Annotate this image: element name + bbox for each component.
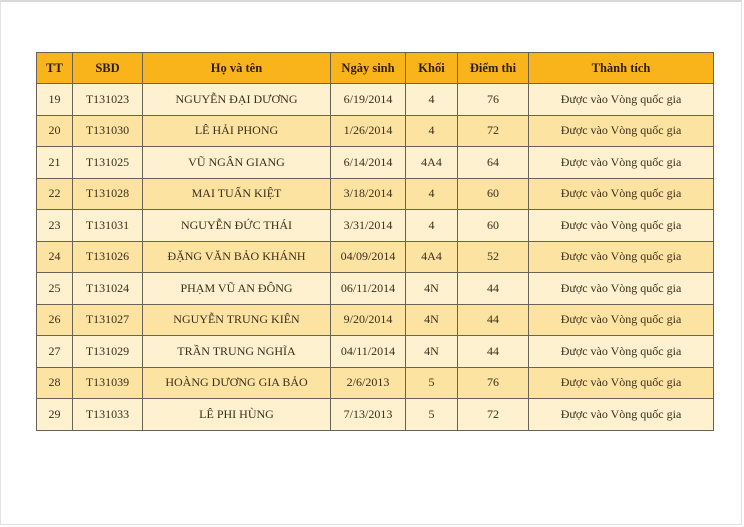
cell-grade: 4N bbox=[405, 335, 458, 368]
cell-achievement: Được vào Vòng quốc gia bbox=[528, 303, 714, 336]
table-row: 21 T131025 VŨ NGÂN GIANG 6/14/2014 4A4 64 Được… bbox=[36, 146, 714, 179]
cell-grade: 4N bbox=[405, 303, 458, 336]
cell-achievement: Được vào Vòng quốc gia bbox=[528, 240, 714, 273]
header-dob: Ngày sinh bbox=[330, 52, 406, 84]
table-row: 26 T131027 NGUYỄN TRUNG KIÊN 9/20/2014 4N 44 Đ… bbox=[36, 303, 714, 336]
table-row: 20 T131030 LÊ HẢI PHONG 1/26/2014 4 72 Được và… bbox=[36, 114, 714, 147]
cell-dob: 9/20/2014 bbox=[330, 303, 406, 336]
header-tt: TT bbox=[36, 52, 73, 84]
cell-achievement: Được vào Vòng quốc gia bbox=[528, 177, 714, 210]
cell-grade: 4A4 bbox=[405, 146, 458, 179]
table-row: 25 T131024 PHẠM VŨ AN ĐÔNG 06/11/2014 4N 44 Đư… bbox=[36, 272, 714, 305]
table-row: 22 T131028 MAI TUẤN KIỆT 3/18/2014 4 60 Được v… bbox=[36, 177, 714, 210]
cell-sbd: T131028 bbox=[72, 177, 143, 210]
cell-achievement: Được vào Vòng quốc gia bbox=[528, 366, 714, 399]
cell-score: 76 bbox=[457, 366, 529, 399]
header-score: Điểm thi bbox=[457, 52, 529, 84]
cell-grade: 4 bbox=[405, 209, 458, 242]
cell-sbd: T131029 bbox=[72, 335, 143, 368]
cell-dob: 3/18/2014 bbox=[330, 177, 406, 210]
table-row: 29 T131033 LÊ PHI HÙNG 7/13/2013 5 72 Được vào… bbox=[36, 398, 714, 431]
cell-tt: 21 bbox=[36, 146, 73, 179]
table-row: 28 T131039 HOÀNG DƯƠNG GIA BẢO 2/6/2013 5 76 Đ… bbox=[36, 366, 714, 399]
cell-sbd: T131023 bbox=[72, 83, 143, 116]
header-name: Họ và tên bbox=[142, 52, 331, 84]
cell-name: NGUYỄN TRUNG KIÊN bbox=[142, 303, 331, 336]
cell-dob: 04/09/2014 bbox=[330, 240, 406, 273]
cell-grade: 5 bbox=[405, 398, 458, 431]
cell-tt: 20 bbox=[36, 114, 73, 147]
cell-sbd: T131025 bbox=[72, 146, 143, 179]
cell-tt: 29 bbox=[36, 398, 73, 431]
header-sbd: SBD bbox=[72, 52, 143, 84]
results-table: TT SBD Họ và tên Ngày sinh Khối Điểm thi… bbox=[36, 52, 714, 431]
cell-tt: 27 bbox=[36, 335, 73, 368]
cell-name: LÊ HẢI PHONG bbox=[142, 114, 331, 147]
cell-sbd: T131030 bbox=[72, 114, 143, 147]
cell-name: PHẠM VŨ AN ĐÔNG bbox=[142, 272, 331, 305]
cell-score: 60 bbox=[457, 209, 529, 242]
cell-name: LÊ PHI HÙNG bbox=[142, 398, 331, 431]
cell-score: 72 bbox=[457, 398, 529, 431]
cell-sbd: T131026 bbox=[72, 240, 143, 273]
cell-score: 44 bbox=[457, 303, 529, 336]
cell-dob: 6/19/2014 bbox=[330, 83, 406, 116]
cell-tt: 22 bbox=[36, 177, 73, 210]
cell-achievement: Được vào Vòng quốc gia bbox=[528, 398, 714, 431]
cell-sbd: T131031 bbox=[72, 209, 143, 242]
cell-tt: 24 bbox=[36, 240, 73, 273]
cell-score: 44 bbox=[457, 335, 529, 368]
cell-dob: 7/13/2013 bbox=[330, 398, 406, 431]
cell-tt: 25 bbox=[36, 272, 73, 305]
cell-name: ĐẶNG VĂN BẢO KHÁNH bbox=[142, 240, 331, 273]
cell-grade: 4 bbox=[405, 114, 458, 147]
cell-achievement: Được vào Vòng quốc gia bbox=[528, 335, 714, 368]
cell-grade: 4A4 bbox=[405, 240, 458, 273]
cell-sbd: T131033 bbox=[72, 398, 143, 431]
cell-dob: 04/11/2014 bbox=[330, 335, 406, 368]
header-grade: Khối bbox=[405, 52, 458, 84]
cell-achievement: Được vào Vòng quốc gia bbox=[528, 83, 714, 116]
cell-tt: 23 bbox=[36, 209, 73, 242]
cell-score: 44 bbox=[457, 272, 529, 305]
table-row: 19 T131023 NGUYỄN ĐẠI DƯƠNG 6/19/2014 4 76 Đượ… bbox=[36, 83, 714, 116]
cell-achievement: Được vào Vòng quốc gia bbox=[528, 114, 714, 147]
cell-score: 64 bbox=[457, 146, 529, 179]
cell-dob: 3/31/2014 bbox=[330, 209, 406, 242]
cell-name: MAI TUẤN KIỆT bbox=[142, 177, 331, 210]
table-row: 27 T131029 TRẦN TRUNG NGHĨA 04/11/2014 4N 44 Đ… bbox=[36, 335, 714, 368]
cell-tt: 28 bbox=[36, 366, 73, 399]
cell-tt: 26 bbox=[36, 303, 73, 336]
cell-grade: 5 bbox=[405, 366, 458, 399]
cell-achievement: Được vào Vòng quốc gia bbox=[528, 209, 714, 242]
cell-name: HOÀNG DƯƠNG GIA BẢO bbox=[142, 366, 331, 399]
cell-score: 60 bbox=[457, 177, 529, 210]
table-row: 23 T131031 NGUYỄN ĐỨC THÁI 3/31/2014 4 60 Được… bbox=[36, 209, 714, 242]
cell-grade: 4N bbox=[405, 272, 458, 305]
cell-score: 52 bbox=[457, 240, 529, 273]
cell-tt: 19 bbox=[36, 83, 73, 116]
cell-name: NGUYỄN ĐẠI DƯƠNG bbox=[142, 83, 331, 116]
cell-dob: 6/14/2014 bbox=[330, 146, 406, 179]
cell-sbd: T131024 bbox=[72, 272, 143, 305]
cell-grade: 4 bbox=[405, 83, 458, 116]
cell-score: 72 bbox=[457, 114, 529, 147]
cell-name: VŨ NGÂN GIANG bbox=[142, 146, 331, 179]
cell-dob: 06/11/2014 bbox=[330, 272, 406, 305]
cell-grade: 4 bbox=[405, 177, 458, 210]
cell-sbd: T131027 bbox=[72, 303, 143, 336]
header-achievement: Thành tích bbox=[528, 52, 714, 84]
cell-dob: 1/26/2014 bbox=[330, 114, 406, 147]
table-row: 24 T131026 ĐẶNG VĂN BẢO KHÁNH 04/09/2014 4A4… bbox=[36, 240, 714, 273]
cell-dob: 2/6/2013 bbox=[330, 366, 406, 399]
cell-name: NGUYỄN ĐỨC THÁI bbox=[142, 209, 331, 242]
cell-sbd: T131039 bbox=[72, 366, 143, 399]
cell-score: 76 bbox=[457, 83, 529, 116]
cell-name: TRẦN TRUNG NGHĨA bbox=[142, 335, 331, 368]
header-row: TT SBD Họ và tên Ngày sinh Khối Điểm thi… bbox=[36, 52, 714, 84]
cell-achievement: Được vào Vòng quốc gia bbox=[528, 272, 714, 305]
cell-achievement: Được vào Vòng quốc gia bbox=[528, 146, 714, 179]
